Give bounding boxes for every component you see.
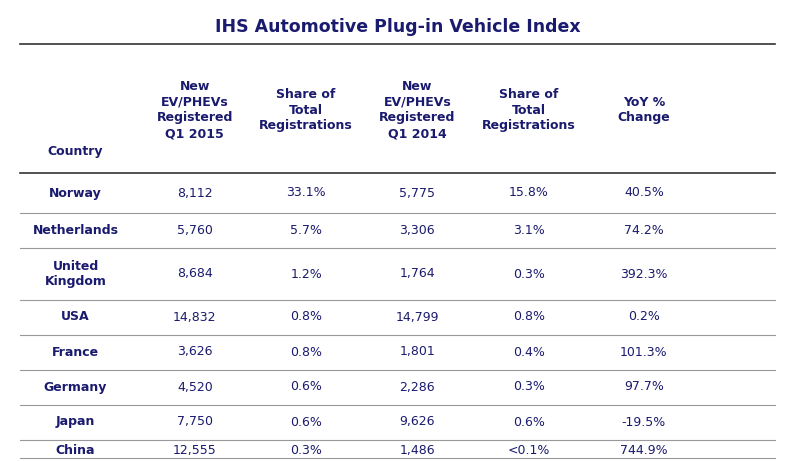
- Text: 1,764: 1,764: [400, 267, 435, 280]
- Text: United
Kingdom: United Kingdom: [45, 260, 107, 288]
- Text: 0.4%: 0.4%: [513, 345, 545, 359]
- Text: 5.7%: 5.7%: [290, 224, 322, 236]
- Text: New
EV/PHEVs
Registered
Q1 2015: New EV/PHEVs Registered Q1 2015: [157, 79, 233, 141]
- Text: 0.2%: 0.2%: [628, 311, 660, 324]
- Text: 4,520: 4,520: [177, 380, 212, 394]
- Text: New
EV/PHEVs
Registered
Q1 2014: New EV/PHEVs Registered Q1 2014: [379, 79, 456, 141]
- Text: 0.6%: 0.6%: [290, 415, 322, 429]
- Text: Netherlands: Netherlands: [33, 224, 118, 236]
- Text: 0.3%: 0.3%: [290, 443, 322, 456]
- Text: 0.8%: 0.8%: [290, 311, 322, 324]
- Text: 3.1%: 3.1%: [513, 224, 545, 236]
- Text: 3,626: 3,626: [177, 345, 212, 359]
- Text: Share of
Total
Registrations: Share of Total Registrations: [259, 88, 353, 132]
- Text: 14,799: 14,799: [396, 311, 439, 324]
- Text: 1,801: 1,801: [400, 345, 435, 359]
- Text: 0.8%: 0.8%: [513, 311, 545, 324]
- Text: 9,626: 9,626: [400, 415, 435, 429]
- Text: Norway: Norway: [49, 187, 102, 200]
- Text: 15.8%: 15.8%: [509, 187, 549, 200]
- Text: 0.6%: 0.6%: [290, 380, 322, 394]
- Text: 1.2%: 1.2%: [290, 267, 322, 280]
- Text: 74.2%: 74.2%: [624, 224, 664, 236]
- Text: 7,750: 7,750: [176, 415, 213, 429]
- Text: 5,760: 5,760: [176, 224, 213, 236]
- Text: -19.5%: -19.5%: [622, 415, 666, 429]
- Text: 40.5%: 40.5%: [624, 187, 664, 200]
- Text: 12,555: 12,555: [173, 443, 217, 456]
- Text: 2,286: 2,286: [400, 380, 435, 394]
- Text: Share of
Total
Registrations: Share of Total Registrations: [482, 88, 576, 132]
- Text: Germany: Germany: [44, 380, 107, 394]
- Text: 14,832: 14,832: [173, 311, 216, 324]
- Text: 0.6%: 0.6%: [513, 415, 545, 429]
- Text: 392.3%: 392.3%: [620, 267, 668, 280]
- Text: USA: USA: [61, 311, 90, 324]
- Text: Country: Country: [48, 145, 103, 158]
- Text: China: China: [56, 443, 95, 456]
- Text: 744.9%: 744.9%: [620, 443, 668, 456]
- Text: IHS Automotive Plug-in Vehicle Index: IHS Automotive Plug-in Vehicle Index: [215, 18, 580, 36]
- Text: 1,486: 1,486: [400, 443, 435, 456]
- Text: Japan: Japan: [56, 415, 95, 429]
- Text: YoY %
Change: YoY % Change: [618, 95, 670, 124]
- Text: 3,306: 3,306: [400, 224, 435, 236]
- Text: 101.3%: 101.3%: [620, 345, 668, 359]
- Text: 0.3%: 0.3%: [513, 267, 545, 280]
- Text: 5,775: 5,775: [399, 187, 436, 200]
- Text: 8,684: 8,684: [177, 267, 212, 280]
- Text: 97.7%: 97.7%: [624, 380, 664, 394]
- Text: 8,112: 8,112: [177, 187, 212, 200]
- Text: 0.8%: 0.8%: [290, 345, 322, 359]
- Text: France: France: [52, 345, 99, 359]
- Text: <0.1%: <0.1%: [507, 443, 550, 456]
- Text: 33.1%: 33.1%: [286, 187, 326, 200]
- Text: 0.3%: 0.3%: [513, 380, 545, 394]
